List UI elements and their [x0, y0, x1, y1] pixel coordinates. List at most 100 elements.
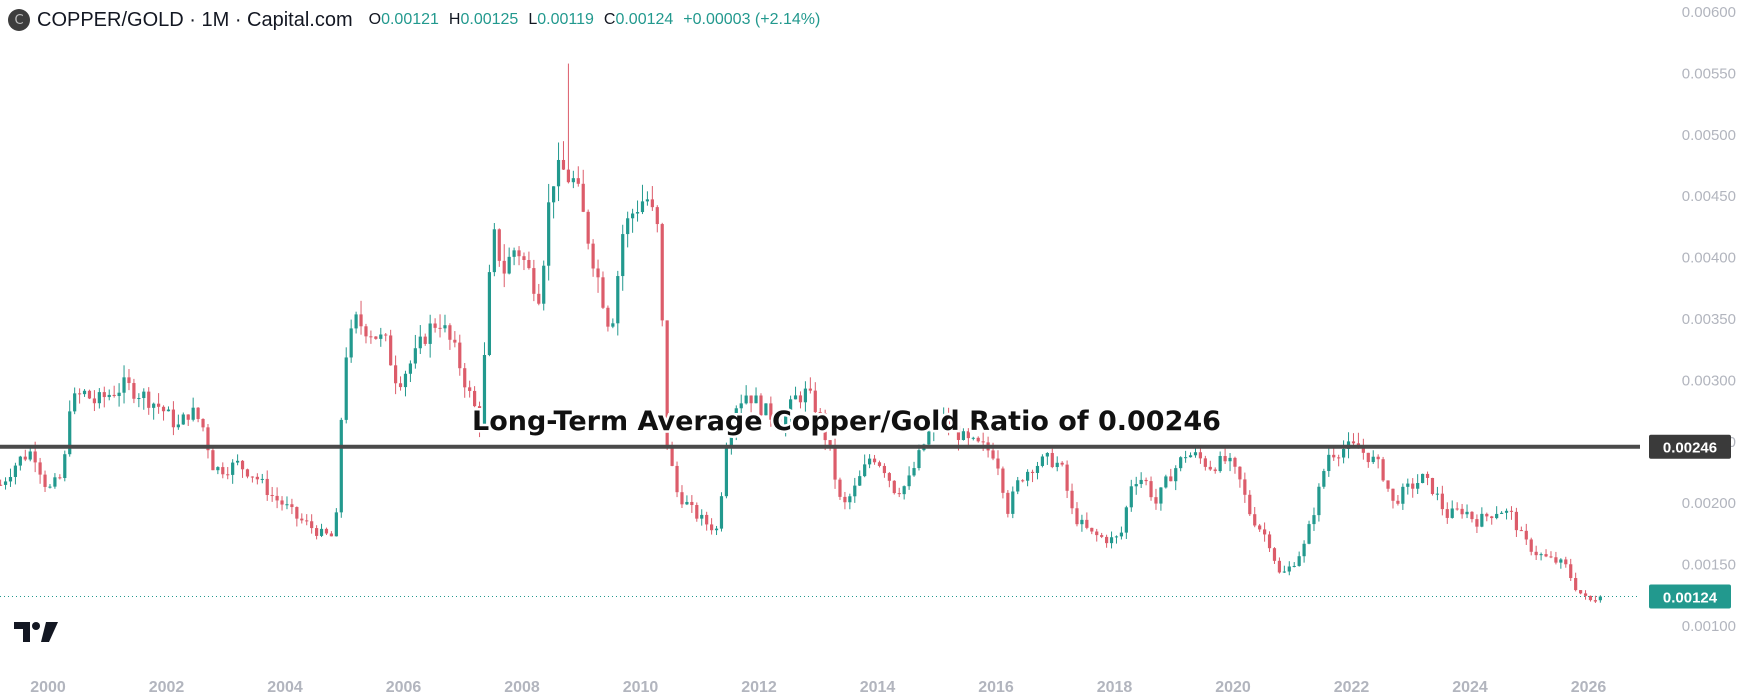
candle-body[interactable]	[324, 528, 329, 534]
candle-body[interactable]	[1188, 455, 1193, 458]
candle-body[interactable]	[754, 395, 758, 404]
candle-body[interactable]	[729, 429, 733, 449]
candle-body[interactable]	[1312, 515, 1316, 525]
candle-body[interactable]	[221, 467, 225, 475]
candle-body[interactable]	[463, 368, 467, 388]
candle-body[interactable]	[1248, 494, 1252, 515]
candle-body[interactable]	[413, 348, 417, 364]
candle-body[interactable]	[1233, 457, 1237, 467]
candle-body[interactable]	[176, 424, 180, 428]
candle-body[interactable]	[1139, 479, 1143, 485]
candle-body[interactable]	[1095, 531, 1099, 536]
candle-body[interactable]	[961, 431, 966, 440]
candle-body[interactable]	[78, 393, 82, 395]
candle-body[interactable]	[280, 500, 284, 505]
candle-body[interactable]	[132, 383, 136, 399]
candle-body[interactable]	[53, 477, 57, 487]
candle-body[interactable]	[828, 440, 832, 448]
candle-body[interactable]	[1440, 493, 1444, 510]
candle-body[interactable]	[1114, 536, 1119, 538]
candle-body[interactable]	[1218, 456, 1222, 472]
candle-body[interactable]	[779, 424, 783, 429]
candle-body[interactable]	[606, 307, 610, 327]
candle-body[interactable]	[107, 394, 111, 398]
candle-body[interactable]	[784, 416, 788, 429]
candle-body[interactable]	[601, 277, 605, 308]
candle-body[interactable]	[1016, 480, 1020, 492]
candle-body[interactable]	[389, 335, 393, 366]
candle-body[interactable]	[1085, 519, 1089, 528]
candle-body[interactable]	[418, 336, 422, 349]
candle-body[interactable]	[1569, 564, 1573, 579]
candle-body[interactable]	[1203, 458, 1207, 467]
candle-body[interactable]	[1307, 524, 1311, 544]
candle-body[interactable]	[611, 323, 615, 327]
candle-body[interactable]	[73, 393, 77, 412]
candle-body[interactable]	[1208, 466, 1212, 470]
symbol-title[interactable]: COPPER/GOLD · 1M · Capital.com	[37, 8, 353, 31]
candle-body[interactable]	[655, 207, 659, 225]
candle-body[interactable]	[186, 414, 190, 420]
candle-body[interactable]	[734, 408, 738, 430]
candle-body[interactable]	[38, 462, 42, 475]
candle-body[interactable]	[1263, 529, 1267, 535]
candle-body[interactable]	[349, 328, 353, 358]
candle-body[interactable]	[912, 468, 916, 476]
candle-body[interactable]	[808, 388, 812, 391]
candle-body[interactable]	[87, 390, 92, 399]
candle-body[interactable]	[1006, 492, 1010, 514]
candle-body[interactable]	[1011, 491, 1015, 514]
candle-body[interactable]	[517, 250, 521, 257]
candle-body[interactable]	[319, 528, 324, 536]
candle-body[interactable]	[364, 326, 368, 337]
candle-body[interactable]	[1425, 473, 1430, 478]
candle-body[interactable]	[803, 388, 808, 403]
candle-body[interactable]	[0, 484, 3, 486]
candle-body[interactable]	[1416, 483, 1420, 489]
candle-body[interactable]	[315, 528, 319, 536]
candle-body[interactable]	[240, 460, 245, 470]
candle-body[interactable]	[438, 327, 442, 329]
candle-body[interactable]	[384, 334, 388, 336]
candle-body[interactable]	[522, 256, 526, 261]
candle-body[interactable]	[527, 260, 531, 269]
candle-body[interactable]	[1598, 596, 1602, 601]
candle-body[interactable]	[1258, 525, 1262, 530]
candle-body[interactable]	[473, 390, 477, 407]
candle-body[interactable]	[1534, 551, 1538, 556]
candle-body[interactable]	[48, 486, 52, 488]
candle-body[interactable]	[626, 218, 630, 235]
candle-body[interactable]	[833, 447, 837, 480]
candle-body[interactable]	[482, 354, 487, 427]
candle-body[interactable]	[354, 314, 358, 329]
candle-body[interactable]	[423, 336, 427, 344]
candle-body[interactable]	[127, 377, 131, 384]
candle-body[interactable]	[813, 390, 817, 413]
candle-body[interactable]	[1593, 600, 1598, 602]
candle-body[interactable]	[1366, 452, 1370, 463]
candle-body[interactable]	[1267, 534, 1272, 549]
candle-body[interactable]	[1253, 514, 1257, 526]
candle-body[interactable]	[63, 454, 67, 479]
candle-body[interactable]	[502, 260, 506, 274]
candle-body[interactable]	[581, 183, 585, 212]
candle-body[interactable]	[1045, 452, 1049, 457]
candle-body[interactable]	[981, 441, 985, 443]
candle-body[interactable]	[1332, 454, 1336, 458]
candle-body[interactable]	[285, 504, 289, 506]
candle-body[interactable]	[398, 383, 403, 388]
candle-body[interactable]	[92, 398, 97, 404]
candle-body[interactable]	[300, 518, 304, 521]
candle-body[interactable]	[1026, 471, 1030, 481]
candle-body[interactable]	[710, 524, 714, 531]
candle-body[interactable]	[882, 465, 887, 474]
candle-body[interactable]	[1564, 559, 1568, 565]
candle-body[interactable]	[1297, 556, 1301, 566]
candle-body[interactable]	[547, 202, 551, 266]
candle-body[interactable]	[769, 403, 773, 420]
candle-body[interactable]	[1119, 532, 1124, 537]
candle-body[interactable]	[1169, 476, 1173, 482]
candle-body[interactable]	[68, 411, 72, 455]
candle-body[interactable]	[428, 323, 432, 344]
candle-body[interactable]	[1342, 448, 1346, 458]
